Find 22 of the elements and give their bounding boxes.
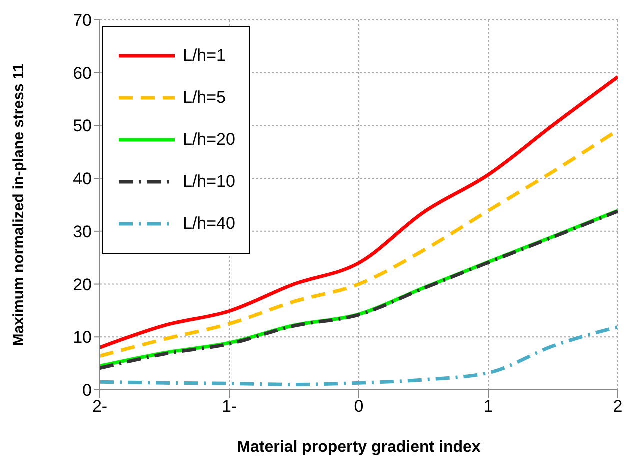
legend-label: L/h=5 <box>183 88 226 108</box>
legend-label: L/h=1 <box>183 46 226 66</box>
legend-label: L/h=20 <box>183 130 236 150</box>
x-tick-label: 2- <box>92 397 108 416</box>
line-series <box>100 75 618 350</box>
y-tick-label: 70 <box>73 11 92 30</box>
x-tick-label: 2 <box>613 397 623 416</box>
y-tick-label: 20 <box>73 275 92 294</box>
y-tick-label: 0 <box>82 381 92 400</box>
y-tick-label: 10 <box>73 328 92 348</box>
legend-label: L/h=10 <box>183 172 236 192</box>
y-tick-label: 60 <box>73 64 92 83</box>
x-tick-label: 1 <box>484 397 494 416</box>
line-series <box>100 325 618 386</box>
legend-label: L/h=40 <box>183 214 236 234</box>
y-tick-label: 50 <box>73 116 92 136</box>
x-tick-label: 0 <box>354 397 364 416</box>
x-axis-title: Material property gradient index <box>237 439 481 456</box>
y-axis-title: Maximum normalized in-plane stress 11 <box>10 64 28 346</box>
y-tick-label: 40 <box>73 170 92 189</box>
x-tick-label: 1- <box>222 397 238 416</box>
y-tick-label: 30 <box>73 222 92 242</box>
